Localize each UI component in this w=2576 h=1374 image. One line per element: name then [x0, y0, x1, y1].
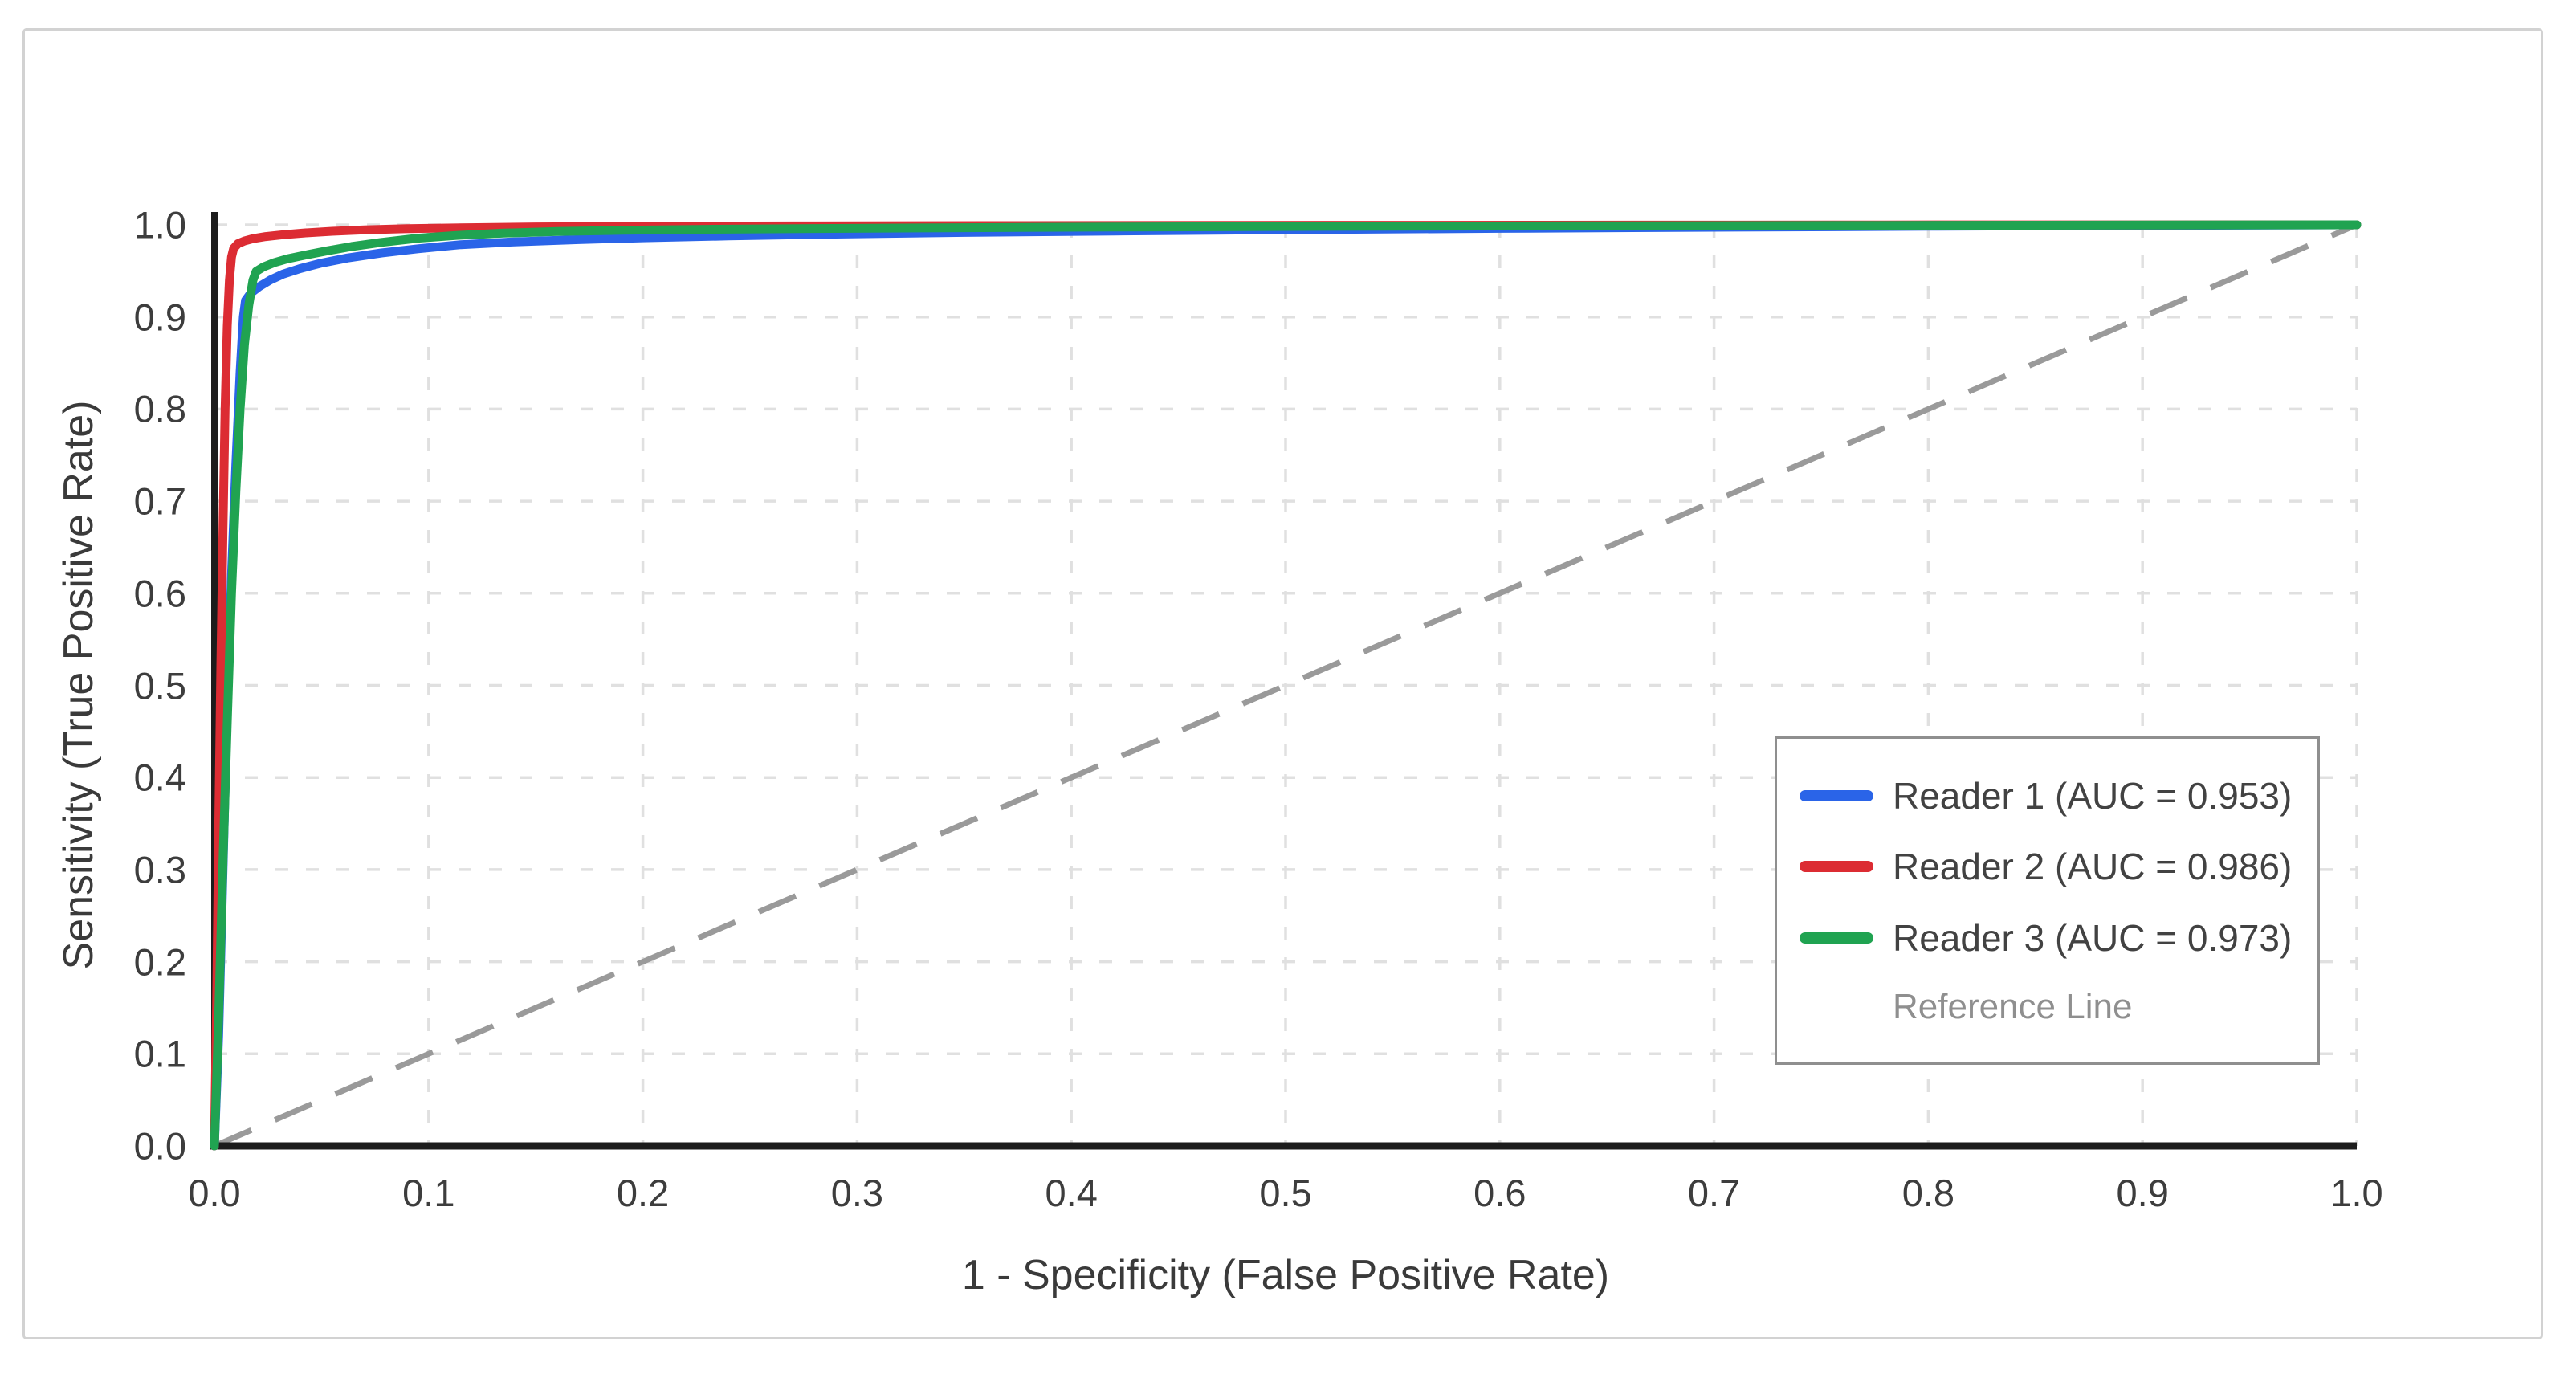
legend-label-reader-1: Reader 1 (AUC = 0.953)	[1893, 775, 2293, 817]
reader-1-line-swatch	[1800, 790, 1873, 802]
legend-item-reference-line: Reference Line	[1800, 987, 2309, 1027]
legend-label-reference-line: Reference Line	[1893, 986, 2133, 1026]
legend-label-reader-3: Reader 3 (AUC = 0.973)	[1893, 916, 2293, 959]
reader-2-line-swatch	[1800, 861, 1873, 873]
reader-3-line-swatch	[1800, 932, 1873, 944]
legend: Reader 1 (AUC = 0.953) Reader 2 (AUC = 0…	[1775, 736, 2320, 1065]
legend-item-reader-2: Reader 2 (AUC = 0.986)	[1800, 845, 2309, 888]
legend-item-reader-3: Reader 3 (AUC = 0.973)	[1800, 916, 2309, 960]
legend-item-reader-1: Reader 1 (AUC = 0.953)	[1800, 774, 2309, 817]
y-axis-title: Sensitivity (True Positive Rate)	[55, 400, 102, 970]
reference-line	[213, 222, 2358, 1149]
legend-label-reader-2: Reader 2 (AUC = 0.986)	[1893, 846, 2293, 888]
x-axis-title: 1 - Specificity (False Positive Rate)	[961, 1252, 1610, 1299]
roc-curve-reader-3	[210, 220, 2362, 1151]
